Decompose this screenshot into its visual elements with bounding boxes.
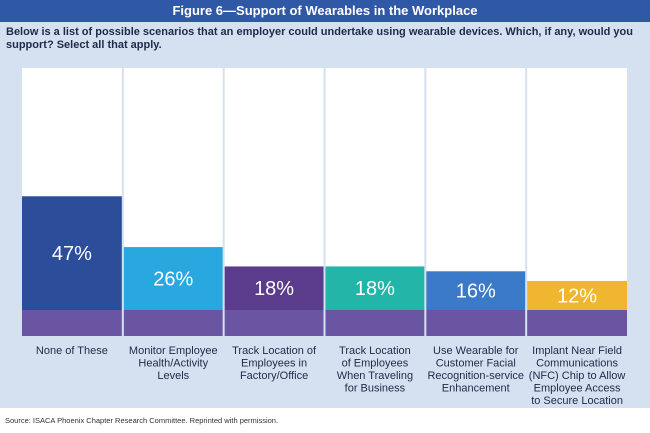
category-label-line: Enhancement <box>442 383 510 395</box>
source-note: Source: ISACA Phoenix Chapter Research C… <box>5 416 279 425</box>
data-label: 26% <box>153 269 193 291</box>
category-label: None of These <box>36 345 108 357</box>
category-label-line: Track Location <box>339 345 411 357</box>
bar-base-band <box>426 310 526 336</box>
data-label: 18% <box>254 278 294 300</box>
category-label-line: (NFC) Chip to Allow <box>529 370 626 382</box>
category-label-line: for Business <box>345 383 406 395</box>
column-background <box>426 68 526 310</box>
category-label-line: Monitor Employee <box>129 345 218 357</box>
bar <box>527 280 627 310</box>
category-label-line: Factory/Office <box>240 370 308 382</box>
category-label-line: to Secure Location <box>531 395 623 407</box>
survey-question: Below is a list of possible scenarios th… <box>6 26 633 51</box>
category-label: Monitor Employee Health/Activity Levels <box>129 345 218 382</box>
bar <box>123 247 223 310</box>
bar <box>426 271 526 310</box>
category-label-line: Employees in <box>241 358 307 370</box>
bar-base-band <box>527 310 627 336</box>
category-label-line: of Employees <box>342 358 409 370</box>
figure-title: Figure 6—Support of Wearables in the Wor… <box>0 0 650 22</box>
bar-base-band <box>22 310 122 336</box>
category-label: Use Wearable for Customer Facial Recogniti… <box>427 345 524 395</box>
category-label: Track Location of Employees in Factory/Off… <box>232 345 317 382</box>
bar <box>325 266 425 310</box>
bar <box>224 266 324 310</box>
category-label-line: Health/Activity <box>138 358 208 370</box>
category-label-line: Communications <box>536 358 618 370</box>
category-label-line: Levels <box>157 370 189 382</box>
bar <box>22 196 122 310</box>
data-label: 18% <box>355 278 395 300</box>
category-label-line: Implant Near Field <box>532 345 622 357</box>
category-label-line: Employee Access <box>534 383 621 395</box>
bar-base-band <box>123 310 223 336</box>
data-label: 47% <box>52 243 92 265</box>
category-label: Implant Near Field Communications (NFC) Ch… <box>529 345 626 407</box>
data-label: 16% <box>456 281 496 303</box>
category-label-line: Track Location of <box>232 345 317 357</box>
category-label-line: Customer Facial <box>436 358 516 370</box>
bar-base-band <box>224 310 324 336</box>
category-label-line: When Traveling <box>337 370 413 382</box>
data-label: 12% <box>557 285 597 307</box>
category-label: Track Location of Employees When Traveling… <box>337 345 413 395</box>
category-label-line: Use Wearable for <box>433 345 519 357</box>
column-background <box>527 68 627 310</box>
category-label-line: None of These <box>36 345 108 357</box>
category-label-line: Recognition-service <box>427 370 524 382</box>
bar-base-band <box>325 310 425 336</box>
